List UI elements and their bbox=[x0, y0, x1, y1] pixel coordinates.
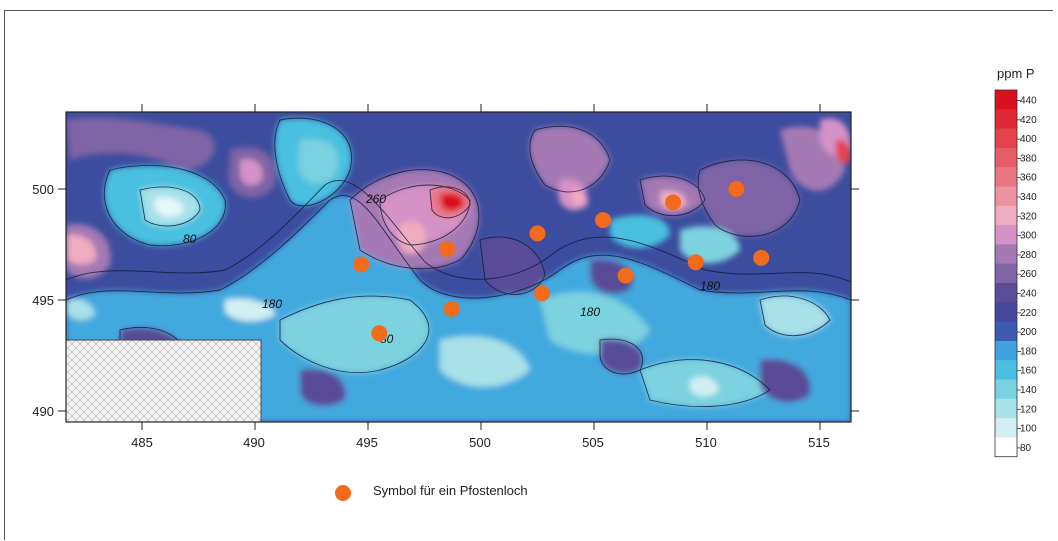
colorbar-swatch bbox=[995, 418, 1017, 438]
posthole-marker bbox=[665, 194, 682, 211]
posthole-marker bbox=[443, 300, 460, 317]
colorbar-label: 420 bbox=[1020, 115, 1037, 126]
posthole-marker bbox=[353, 256, 370, 273]
posthole-marker bbox=[595, 212, 612, 229]
colorbar-swatch bbox=[995, 90, 1017, 110]
colorbar-swatch bbox=[995, 244, 1017, 265]
unsurveyed-area bbox=[66, 339, 262, 422]
x-tick-label: 485 bbox=[131, 435, 153, 450]
colorbar-swatch bbox=[995, 128, 1017, 149]
x-tick-label: 500 bbox=[469, 435, 491, 450]
posthole-marker bbox=[617, 267, 634, 284]
x-tick-label: 515 bbox=[808, 435, 830, 450]
colorbar-label: 180 bbox=[1020, 346, 1037, 357]
contour-map bbox=[66, 112, 851, 422]
colorbar-swatch bbox=[995, 205, 1017, 226]
figure-frame bbox=[4, 10, 1053, 540]
x-tick-label: 490 bbox=[243, 435, 265, 450]
y-tick-label: 490 bbox=[32, 404, 54, 419]
colorbar-label: 140 bbox=[1020, 385, 1037, 396]
colorbar-label: 200 bbox=[1020, 327, 1037, 338]
colorbar-swatch bbox=[995, 167, 1017, 187]
y-tick-label: 495 bbox=[32, 293, 54, 308]
colorbar-label: 340 bbox=[1020, 192, 1037, 203]
contour-label: 180 bbox=[580, 305, 600, 319]
posthole-marker bbox=[529, 225, 546, 242]
colorbar-label: 280 bbox=[1020, 250, 1037, 261]
colorbar-swatch bbox=[995, 263, 1017, 284]
colorbar-label: 360 bbox=[1020, 173, 1037, 184]
colorbar-label: 220 bbox=[1020, 308, 1037, 319]
axis-ticks bbox=[58, 104, 859, 430]
colorbar: 440 420 400 380 360 340 320 300 280 260 240 220 200 1… bbox=[994, 89, 1037, 458]
colorbar-label: 100 bbox=[1020, 424, 1037, 435]
posthole-marker bbox=[371, 325, 388, 342]
legend-caption: Symbol für ein Pfostenloch bbox=[373, 483, 528, 498]
colorbar-swatch bbox=[995, 225, 1017, 245]
colorbar-swatch bbox=[995, 398, 1017, 419]
contour-label: 180 bbox=[700, 279, 720, 293]
colorbar-label: 240 bbox=[1020, 289, 1037, 300]
colorbar-label: 80 bbox=[1020, 443, 1032, 454]
posthole-marker bbox=[439, 240, 456, 257]
x-tick-label: 505 bbox=[582, 435, 604, 450]
contour-label: 260 bbox=[365, 192, 386, 206]
colorbar-label: 380 bbox=[1020, 153, 1037, 164]
colorbar-label: 260 bbox=[1020, 269, 1037, 280]
colorbar-swatch bbox=[995, 147, 1017, 168]
contour-lines bbox=[66, 117, 851, 408]
legend-marker bbox=[335, 485, 351, 501]
colorbar-label: 160 bbox=[1020, 366, 1037, 377]
colorbar-label: 320 bbox=[1020, 211, 1037, 222]
x-tick-label: 495 bbox=[356, 435, 378, 450]
posthole-marker bbox=[728, 181, 745, 197]
colorbar-swatch bbox=[995, 109, 1017, 130]
map-border bbox=[65, 111, 852, 423]
colorbar-unit: ppm P bbox=[997, 66, 1035, 81]
colorbar-label: 440 bbox=[1020, 96, 1037, 107]
posthole-marker bbox=[753, 249, 770, 266]
colorbar-label: 400 bbox=[1020, 134, 1037, 145]
y-tick-label: 500 bbox=[32, 182, 54, 197]
colorbar-swatch bbox=[995, 283, 1017, 303]
colorbar-swatch bbox=[995, 186, 1017, 207]
colorbar-swatch bbox=[995, 379, 1017, 400]
x-tick-label: 510 bbox=[695, 435, 717, 450]
colorbar-swatch bbox=[995, 360, 1017, 380]
colorbar-swatch bbox=[995, 302, 1017, 323]
colorbar-border bbox=[994, 89, 1018, 458]
colorbar-swatch bbox=[995, 321, 1017, 342]
colorbar-swatch bbox=[995, 437, 1017, 458]
colorbar-label: 300 bbox=[1020, 231, 1037, 242]
contour-label: 180 bbox=[262, 297, 282, 311]
contour-label: 80 bbox=[183, 232, 197, 246]
colorbar-swatch bbox=[995, 340, 1017, 361]
posthole-markers bbox=[353, 181, 770, 342]
posthole-marker bbox=[534, 285, 551, 302]
posthole-marker bbox=[687, 254, 704, 271]
colorbar-label: 120 bbox=[1020, 404, 1037, 415]
